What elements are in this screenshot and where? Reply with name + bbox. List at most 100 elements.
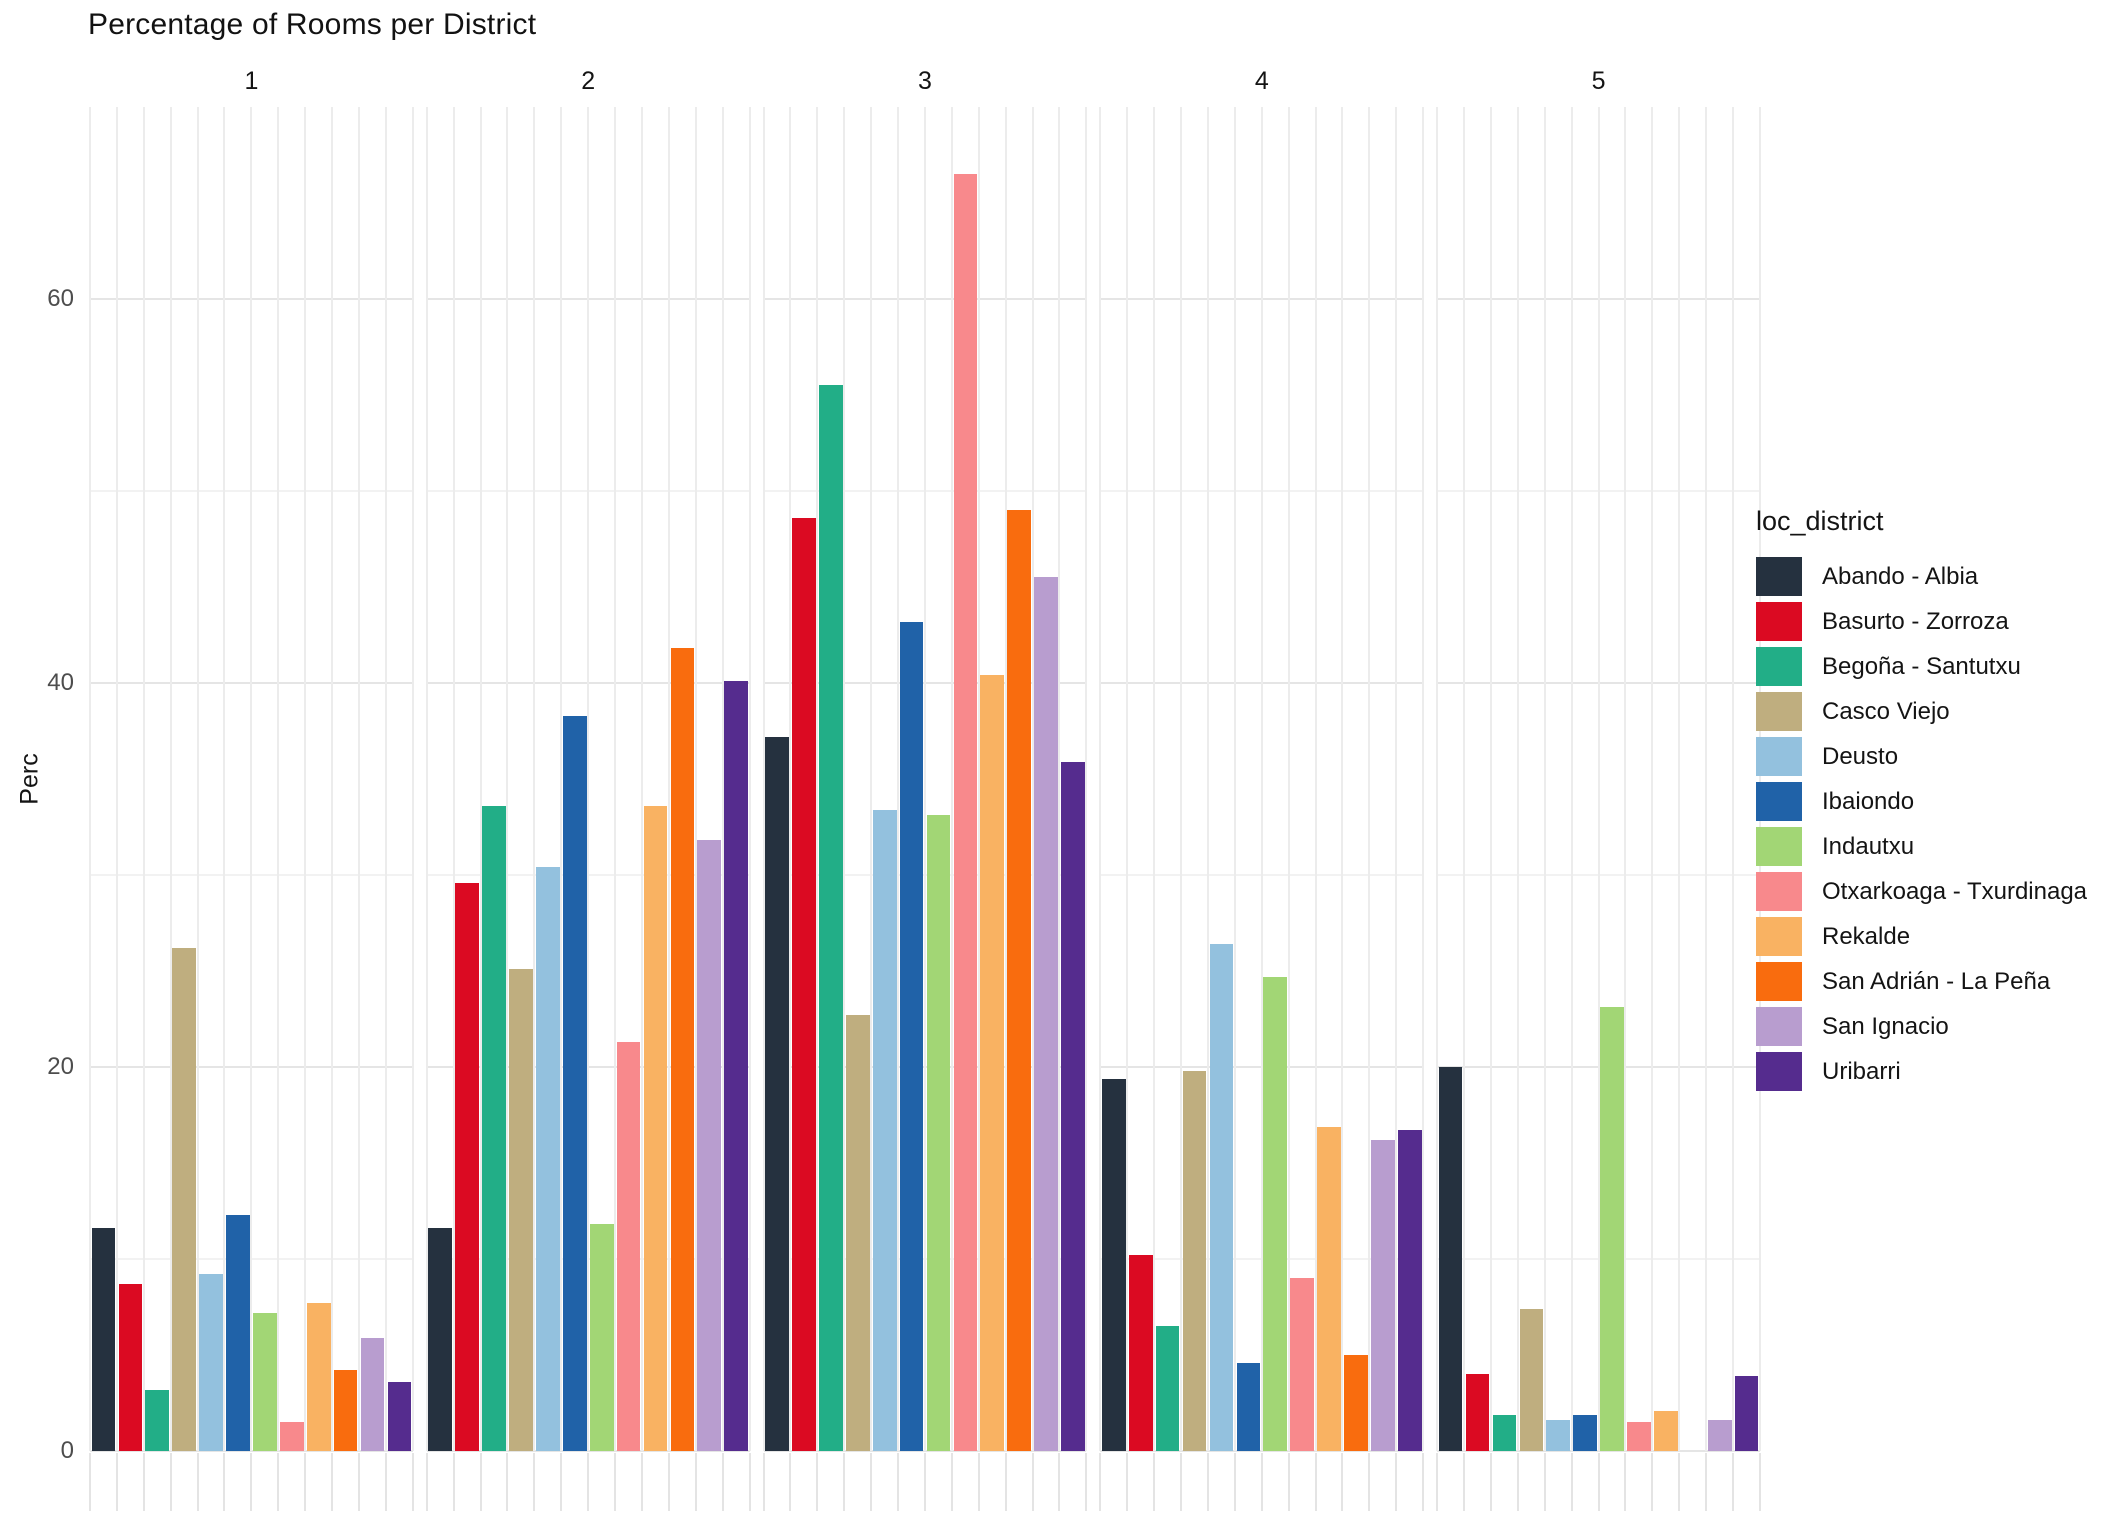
bar-slot [1127, 107, 1154, 1451]
bar-indautxu [1263, 976, 1288, 1451]
facet-label: 3 [918, 67, 932, 95]
bar-slot [1154, 107, 1181, 1451]
gridline-vertical [1758, 107, 1761, 1451]
legend-label: Begoña - Santutxu [1822, 652, 2021, 680]
bar-abando-albia [765, 736, 789, 1451]
facet-label: 4 [1254, 67, 1269, 95]
x-axis-tick [1260, 1453, 1263, 1511]
legend-label: Ibaiondo [1822, 787, 1915, 815]
bar-slot [1235, 107, 1262, 1451]
gridline-major [426, 1450, 750, 1452]
gridline-vertical [1705, 107, 1708, 1451]
bar-indautxu [1600, 1007, 1624, 1451]
x-axis-tick [250, 1453, 253, 1511]
bars-row [1437, 107, 1760, 1451]
bar-slot [588, 107, 615, 1451]
x-axis-tick [762, 1453, 765, 1511]
gridline-vertical [640, 107, 643, 1451]
bar-deusto [1546, 1420, 1571, 1451]
bar-slot [898, 107, 925, 1451]
gridline-vertical [789, 107, 792, 1451]
x-axis-tick [748, 1453, 751, 1511]
bar-slot [198, 107, 225, 1451]
facet-panel: 1 [89, 67, 414, 1511]
x-axis-tick [1233, 1453, 1236, 1511]
x-axis-tick [304, 1453, 307, 1511]
gridline-vertical [384, 107, 387, 1451]
legend-label: Otxarkoaga - Txurdinaga [1822, 877, 2088, 905]
x-axis-tick [1678, 1453, 1681, 1511]
gridline-vertical [1085, 107, 1088, 1451]
bar-bego-a-santutxu [1492, 1414, 1517, 1451]
y-tick-label: 20 [47, 1053, 74, 1080]
legend-swatch [1756, 737, 1802, 776]
x-axis-tick [870, 1453, 873, 1511]
bar-slot [144, 107, 171, 1451]
bar-rekalde [306, 1303, 331, 1451]
x-axis-tick [950, 1453, 953, 1511]
gridline-vertical [667, 107, 670, 1451]
gridline-vertical [357, 107, 360, 1451]
bar-san-adri-n-la-pe-a [1007, 510, 1032, 1451]
bar-abando-albia [1102, 1078, 1126, 1451]
legend-label: Abando - Albia [1822, 562, 1979, 590]
x-axis-tick [115, 1453, 118, 1511]
legend-item: Rekalde [1756, 917, 2087, 956]
gridline-vertical [89, 107, 91, 1451]
bar-slot [844, 107, 871, 1451]
x-axis-tick [1422, 1453, 1425, 1511]
gridline-vertical [1436, 107, 1439, 1451]
bar-basurto-zorroza [1465, 1374, 1490, 1451]
facet-panel: 5 [1436, 67, 1761, 1511]
bar-ibaiondo [899, 621, 924, 1451]
legend-item: Indautxu [1756, 827, 2087, 866]
x-axis-tick [1099, 1453, 1102, 1511]
bar-casco-viejo [1182, 1070, 1207, 1451]
gridline-vertical [950, 107, 953, 1451]
x-axis-tick [1463, 1453, 1466, 1511]
gridline-vertical [1570, 107, 1573, 1451]
bar-slot [1464, 107, 1491, 1451]
gridline-vertical [748, 107, 751, 1451]
bar-slot [615, 107, 642, 1451]
gridline-vertical [479, 107, 482, 1451]
bar-deusto [536, 867, 560, 1451]
gridline-vertical [977, 107, 980, 1451]
gridline-vertical [1058, 107, 1061, 1451]
x-axis-tick [411, 1453, 414, 1511]
gridline-vertical [1463, 107, 1466, 1451]
x-axis-tick [1489, 1453, 1492, 1511]
x-axis-tick [223, 1453, 226, 1511]
gridline-vertical [1233, 107, 1236, 1451]
gridline-vertical [277, 107, 280, 1451]
gridline-vertical [1004, 107, 1007, 1451]
gridline-vertical [304, 107, 307, 1451]
legend-item: Otxarkoaga - Txurdinaga [1756, 872, 2087, 911]
facet-panel: 3 [762, 67, 1088, 1511]
gridline-vertical [1314, 107, 1317, 1451]
bar-otxarkoaga-txurdinaga [1627, 1422, 1651, 1451]
bar-bego-a-santutxu [1155, 1326, 1180, 1451]
legend-item: Deusto [1756, 737, 2087, 776]
bar-slot [1626, 107, 1653, 1451]
x-axis-tick [384, 1453, 387, 1511]
gridline-vertical [169, 107, 172, 1451]
gridline-vertical [1624, 107, 1627, 1451]
x-axis-tick [1341, 1453, 1344, 1511]
y-tick-label: 40 [47, 669, 74, 696]
gridline-major [763, 1450, 1087, 1452]
legend-swatch [1756, 827, 1802, 866]
gridline-vertical [1732, 107, 1735, 1451]
bar-slot [723, 107, 750, 1451]
facet-panel: 2 [425, 67, 751, 1511]
x-axis-tick [89, 1453, 91, 1511]
x-axis-tick [977, 1453, 980, 1511]
bar-san-adri-n-la-pe-a [1344, 1355, 1368, 1451]
gridline-vertical [694, 107, 697, 1451]
legend-item: Ibaiondo [1756, 782, 2087, 821]
bar-slot [1262, 107, 1289, 1451]
gridline-vertical [1031, 107, 1034, 1451]
bar-ibaiondo [226, 1214, 250, 1451]
bar-slot [642, 107, 669, 1451]
bar-otxarkoaga-txurdinaga [953, 174, 978, 1451]
